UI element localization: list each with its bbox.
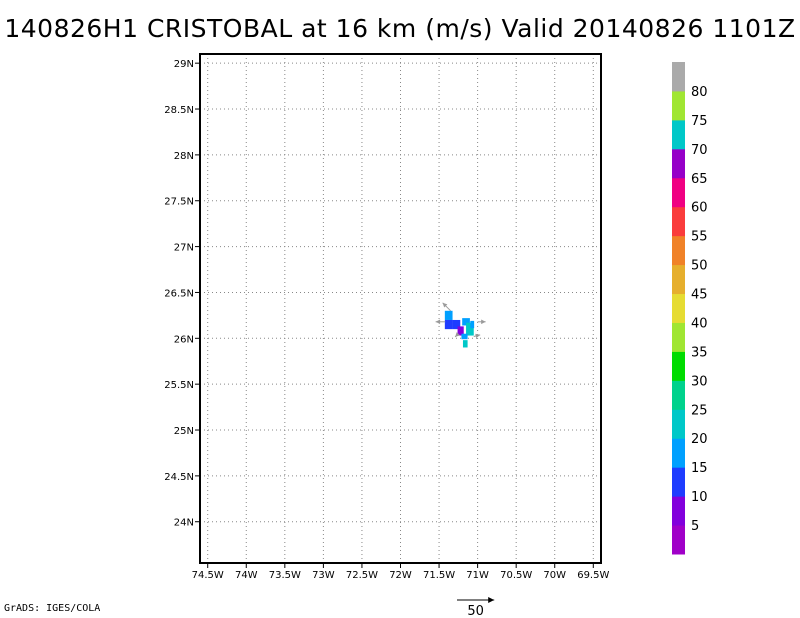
x-tick-label-2: 73.5W <box>269 570 301 581</box>
grads-credit: GrADS: IGES/COLA <box>4 603 101 614</box>
y-axis: 24N 24.5N 25N 25.5N 26N 26.5N 27N 27.5N 28N 28.5N… <box>164 59 200 529</box>
colorbar-label-9: 50 <box>691 259 708 274</box>
colorbar: 5 10 15 20 25 30 35 40 45 50 55 60 65 70 75 80 <box>672 62 708 555</box>
reference-vector: 50 <box>457 597 495 618</box>
wind-vectors <box>435 302 486 339</box>
x-tick-label-9: 70W <box>543 570 566 581</box>
wind-speed-cells <box>444 310 475 348</box>
wind-cell-4 <box>462 318 470 326</box>
colorbar-label-15: 80 <box>691 85 708 100</box>
wind-cell-6 <box>461 333 468 340</box>
colorbar-swatch-15 <box>672 90 685 121</box>
x-tick-label-4: 72.5W <box>346 570 378 581</box>
wind-vector-4-head <box>455 332 460 337</box>
y-tick-label-10: 29N <box>174 59 194 70</box>
y-tick-label-1: 24.5N <box>164 472 194 483</box>
wind-cell-8 <box>470 320 475 329</box>
wind-cell-7 <box>462 340 468 348</box>
wind-cell-2 <box>452 319 461 330</box>
colorbar-swatch-11 <box>672 206 685 237</box>
colorbar-label-12: 65 <box>691 172 708 187</box>
colorbar-label-3: 20 <box>691 432 708 447</box>
wind-cell-5 <box>466 322 474 336</box>
reference-vector-arrowhead <box>488 597 495 603</box>
colorbar-label-0: 5 <box>691 519 699 534</box>
colorbar-label-7: 40 <box>691 316 708 331</box>
colorbar-swatch-7 <box>672 322 685 352</box>
colorbar-swatch-1 <box>672 496 685 526</box>
colorbar-swatch-2 <box>672 467 685 497</box>
x-tick-label-0: 74.5W <box>192 570 224 581</box>
x-tick-label-8: 70.5W <box>500 570 532 581</box>
y-tick-label-7: 27.5N <box>164 197 194 208</box>
y-tick-label-3: 25.5N <box>164 380 194 391</box>
colorbar-swatch-10 <box>672 235 685 266</box>
colorbar-label-14: 75 <box>691 114 708 129</box>
colorbar-swatch-5 <box>672 380 685 410</box>
wind-cell-1 <box>444 319 453 330</box>
chart-title: 140826H1 CRISTOBAL at 16 km (m/s) Valid … <box>4 14 796 43</box>
wind-vector-1-head <box>435 319 441 325</box>
colorbar-label-1: 10 <box>691 490 708 505</box>
colorbar-label-13: 70 <box>691 143 708 158</box>
x-tick-label-6: 71.5W <box>423 570 455 581</box>
x-tick-label-5: 72W <box>389 570 412 581</box>
y-tick-label-4: 26N <box>174 334 194 345</box>
y-tick-label-8: 28N <box>174 151 194 162</box>
colorbar-swatch-0 <box>672 525 685 555</box>
x-tick-label-1: 74W <box>235 570 258 581</box>
colorbar-swatch-4 <box>672 409 685 439</box>
x-tick-label-3: 73W <box>312 570 335 581</box>
colorbar-swatch-13 <box>672 148 685 179</box>
colorbar-label-4: 25 <box>691 403 708 418</box>
x-tick-label-10: 69.5W <box>577 570 609 581</box>
x-axis: 74.5W 74W 73.5W 73W 72.5W 72W 71.5W 71W 70.5W 70W… <box>192 563 609 581</box>
colorbar-swatch-6 <box>672 351 685 381</box>
y-tick-label-5: 26.5N <box>164 288 194 299</box>
wind-vector-3-head <box>475 333 481 339</box>
colorbar-label-8: 45 <box>691 288 708 303</box>
x-tick-label-7: 71W <box>466 570 489 581</box>
wind-cell-0 <box>444 310 453 320</box>
colorbar-label-2: 15 <box>691 461 708 476</box>
colorbar-label-6: 35 <box>691 345 708 360</box>
colorbar-swatch-12 <box>672 177 685 208</box>
colorbar-swatch-8 <box>672 293 685 323</box>
wind-vector-2-head <box>481 319 486 325</box>
y-tick-label-2: 25N <box>174 426 194 437</box>
wind-cell-3 <box>457 326 464 336</box>
wind-vector-0-head <box>442 302 448 308</box>
reference-vector-label: 50 <box>467 604 484 618</box>
colorbar-swatch-9 <box>672 264 685 295</box>
y-tick-label-9: 28.5N <box>164 105 194 116</box>
colorbar-label-11: 60 <box>691 201 708 216</box>
colorbar-label-10: 55 <box>691 230 708 245</box>
y-tick-label-0: 24N <box>174 518 194 529</box>
grid-lines <box>200 54 601 563</box>
colorbar-swatch-3 <box>672 438 685 468</box>
colorbar-swatch-14 <box>672 119 685 150</box>
colorbar-swatch-16 <box>672 62 685 92</box>
y-tick-label-6: 27N <box>174 243 194 254</box>
colorbar-label-5: 30 <box>691 374 708 389</box>
